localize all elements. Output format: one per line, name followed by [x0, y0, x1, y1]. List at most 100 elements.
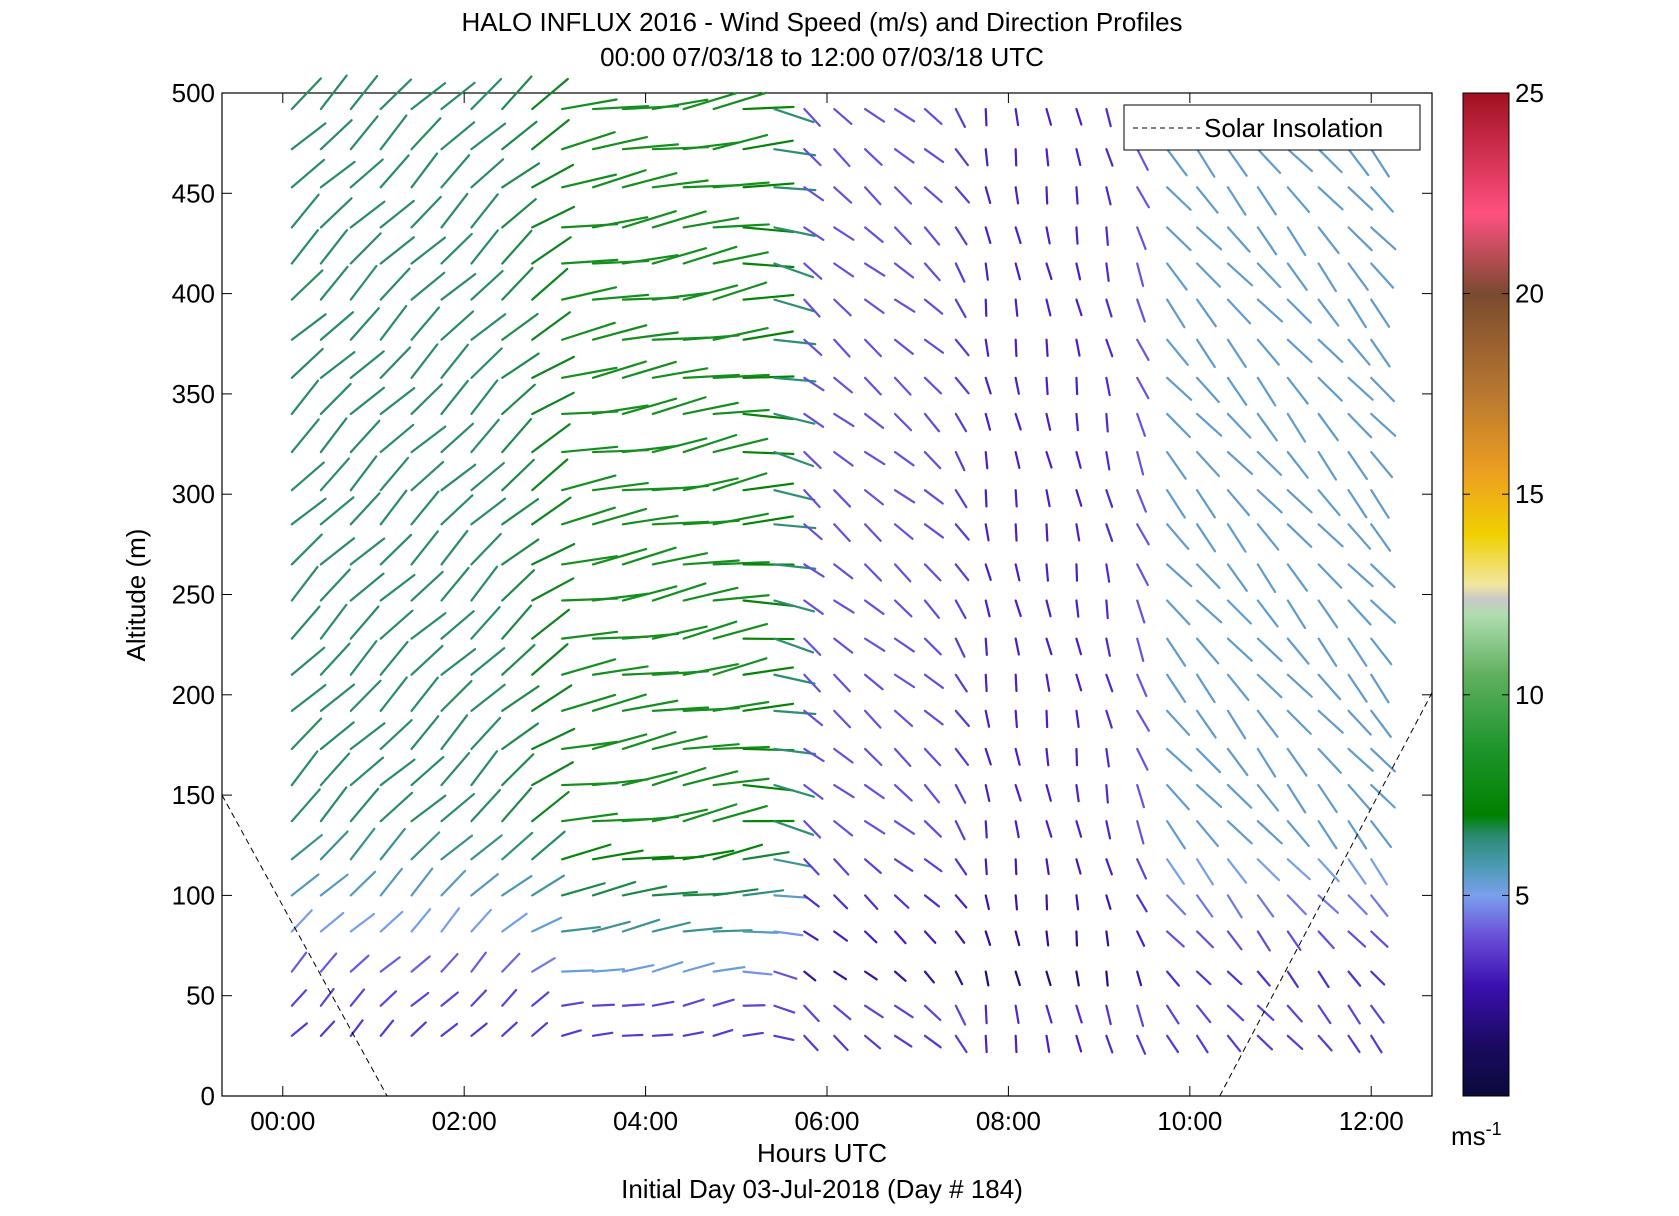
wind-barb: [833, 107, 853, 126]
wind-barb: [651, 625, 708, 640]
wind-barb: [893, 820, 916, 835]
wind-barb: [1014, 1004, 1020, 1025]
wind-barb: [893, 376, 912, 396]
wind-barb: [1286, 563, 1309, 592]
wind-barb: [923, 186, 943, 204]
wind-barb: [1195, 894, 1214, 918]
x-axis-sublabel: Initial Day 03-Jul-2018 (Day # 184): [621, 1174, 1023, 1204]
wind-barb: [984, 599, 991, 618]
wind-barb: [1286, 894, 1307, 916]
wind-barb: [954, 747, 970, 766]
wind-barb: [1347, 186, 1374, 211]
wind-barb: [410, 570, 444, 602]
wind-barb: [319, 351, 356, 379]
wind-barb: [1370, 1034, 1383, 1054]
wind-barb: [682, 373, 740, 379]
wind-barb: [833, 747, 854, 764]
wind-barb: [954, 1004, 967, 1026]
wind-barb: [470, 951, 487, 973]
wind-barb: [319, 603, 348, 640]
wind-barb: [1045, 412, 1052, 431]
wind-barb: [651, 766, 707, 787]
wind-barb: [984, 930, 992, 946]
wind-barb: [1286, 970, 1299, 989]
wind-barb: [561, 258, 619, 265]
wind-barb: [651, 961, 684, 973]
wind-barb: [682, 433, 738, 454]
wind-barb: [1347, 148, 1370, 177]
wind-barb: [1226, 637, 1253, 662]
wind-barb: [712, 966, 746, 973]
wind-barb: [682, 141, 740, 151]
wind-barb: [923, 376, 943, 395]
wind-barb: [1256, 450, 1283, 476]
wind-barb: [1195, 970, 1212, 986]
wind-barb: [1014, 637, 1020, 656]
wind-barb: [1105, 894, 1112, 910]
wind-barb: [712, 472, 768, 492]
wind-barb: [561, 969, 595, 973]
wind-barb: [410, 867, 434, 897]
wind-barb: [773, 637, 815, 654]
wind-barb: [803, 783, 824, 800]
wind-barb: [379, 386, 416, 416]
wind-barb: [984, 523, 990, 542]
wind-barb: [1075, 186, 1079, 205]
colorbar-unit: ms: [1451, 1121, 1486, 1151]
wind-barb: [1347, 338, 1371, 366]
wind-barb: [1166, 489, 1186, 519]
wind-barb: [621, 397, 678, 416]
wind-barb: [440, 121, 476, 151]
wind-barb: [833, 338, 851, 358]
wind-barbs: [290, 74, 1397, 1055]
wind-barb: [501, 417, 533, 454]
wind-barb: [954, 970, 964, 986]
wind-barb: [893, 338, 914, 355]
wind-barb: [833, 489, 852, 508]
wind-barb: [319, 786, 348, 823]
wind-barb: [1045, 148, 1050, 167]
wind-barb: [893, 450, 915, 467]
wind-barb: [470, 379, 499, 416]
wind-barb: [319, 873, 349, 897]
wind-barb: [591, 547, 648, 566]
wind-barb: [379, 267, 411, 301]
wind-barb: [712, 700, 770, 712]
wind-barb: [923, 673, 944, 689]
wind-barb: [1286, 1004, 1303, 1023]
wind-barb: [1347, 489, 1368, 519]
wind-barb: [712, 91, 768, 111]
wind-barb: [501, 120, 538, 151]
wind-barb: [1195, 1004, 1212, 1024]
wind-barb: [410, 1021, 427, 1037]
wind-barb: [1226, 1034, 1242, 1053]
colorbar-tick-label: 25: [1515, 78, 1544, 108]
wind-barb: [1317, 1004, 1332, 1025]
wind-barb: [621, 1033, 644, 1037]
wind-barb: [1226, 376, 1248, 406]
wind-barb: [591, 880, 637, 897]
wind-barb: [954, 599, 967, 620]
wind-barb: [1195, 820, 1220, 848]
wind-barb: [1014, 298, 1019, 317]
wind-barb: [954, 262, 966, 283]
wind-barb: [531, 118, 570, 151]
wind-barb: [1286, 709, 1312, 735]
wind-barb: [682, 998, 705, 1007]
wind-barb: [1136, 930, 1146, 947]
wind-barb: [561, 812, 618, 823]
wind-barb: [773, 412, 816, 425]
wind-barb: [682, 1031, 704, 1037]
wind-barb: [319, 952, 338, 973]
wind-barb: [1195, 563, 1221, 590]
wind-barb: [1256, 376, 1277, 407]
wind-barb: [1166, 637, 1187, 667]
wind-barb: [290, 605, 321, 640]
chart-title: HALO INFLUX 2016 - Wind Speed (m/s) and …: [461, 7, 1182, 37]
wind-barb: [531, 684, 573, 712]
wind-barb: [1286, 186, 1311, 214]
wind-barb: [1105, 858, 1113, 876]
wind-barb: [923, 489, 944, 505]
wind-barb: [1347, 858, 1367, 885]
wind-barb: [1256, 338, 1280, 366]
